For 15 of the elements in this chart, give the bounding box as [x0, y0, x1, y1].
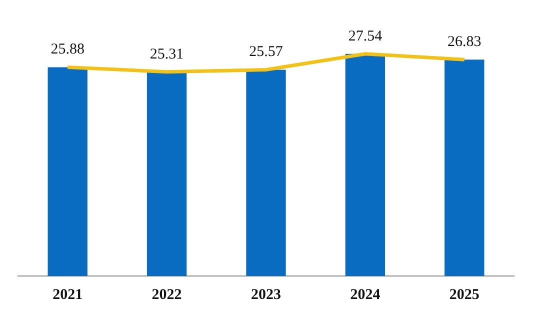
- x-tick-label: 2022: [152, 286, 182, 303]
- data-label: 26.83: [448, 34, 482, 50]
- data-label: 25.31: [150, 46, 184, 62]
- data-label: 27.54: [348, 28, 383, 44]
- bar: [146, 72, 187, 276]
- bar: [345, 54, 386, 276]
- x-tick-label: 2023: [251, 286, 281, 303]
- data-label: 25.88: [50, 42, 84, 58]
- bar: [246, 70, 286, 276]
- data-label: 25.57: [249, 44, 284, 60]
- x-tick-label: 2024: [350, 286, 381, 303]
- bar: [48, 67, 88, 276]
- x-tick-label: 2025: [449, 286, 480, 303]
- bar: [444, 60, 484, 276]
- x-tick-label: 2021: [52, 286, 83, 303]
